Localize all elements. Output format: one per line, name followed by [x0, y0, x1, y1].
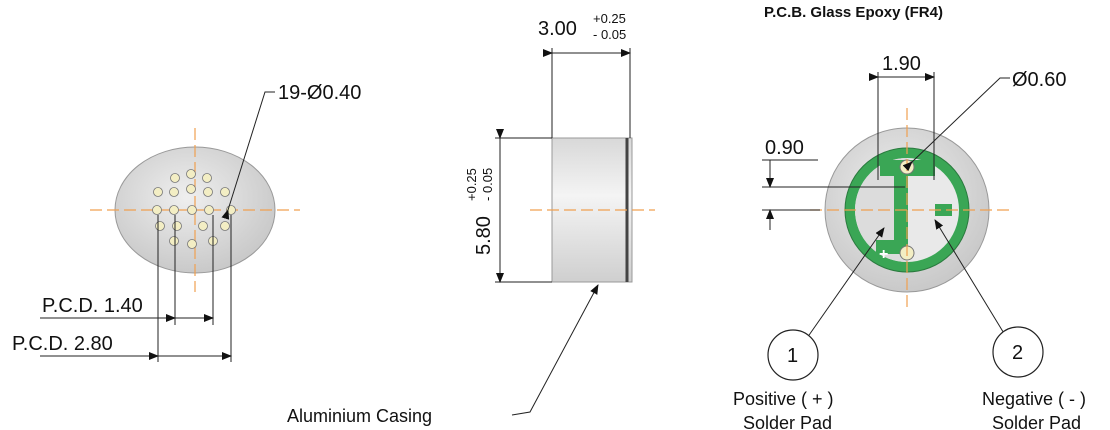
length-tol-upper: +0.25 [593, 11, 626, 26]
plus-mark: + [879, 246, 888, 263]
pad-offset: 0.90 [765, 137, 804, 159]
hole-note: 19-Ø0.40 [278, 82, 361, 104]
casing-label: Aluminium Casing [287, 406, 432, 426]
pad-spacing: 1.90 [882, 53, 921, 75]
callout-1-circle [767, 329, 819, 381]
pcb-view: P.C.B. Glass Epoxy (FR4) + 1.90 Ø0.60 0.… [733, 4, 1086, 430]
diameter-tol-upper: +0.25 [464, 168, 479, 201]
trace-vertical [894, 168, 908, 250]
front-view: 19-Ø0.40 P.C.D. 1.40 P.C.D. 2.80 [12, 82, 361, 362]
callout-2-circle [992, 326, 1044, 378]
sound-holes [152, 169, 236, 249]
diameter-value: 5.80 [473, 216, 495, 255]
callout-2: 2 [1012, 342, 1023, 364]
negative-sub: Solder Pad [992, 413, 1081, 430]
length-value: 3.00 [538, 18, 577, 40]
pad-diameter: Ø0.60 [1012, 69, 1066, 91]
pcd-inner: P.C.D. 1.40 [42, 295, 143, 317]
pcd-outer: P.C.D. 2.80 [12, 333, 113, 355]
trace-bottom [876, 240, 906, 254]
pcb-title: P.C.B. Glass Epoxy (FR4) [764, 4, 943, 21]
side-view: 3.00 +0.25 - 0.05 5.80 +0.25 - 0.05 Alum… [287, 11, 655, 426]
length-tol-lower: - 0.05 [593, 27, 626, 42]
pcb-slot [935, 204, 952, 216]
positive-sub: Solder Pad [743, 413, 832, 430]
diameter-tol-lower: - 0.05 [480, 168, 495, 201]
negative-label: Negative ( - ) [982, 389, 1086, 409]
callout-1: 1 [787, 345, 798, 367]
positive-label: Positive ( + ) [733, 389, 834, 409]
